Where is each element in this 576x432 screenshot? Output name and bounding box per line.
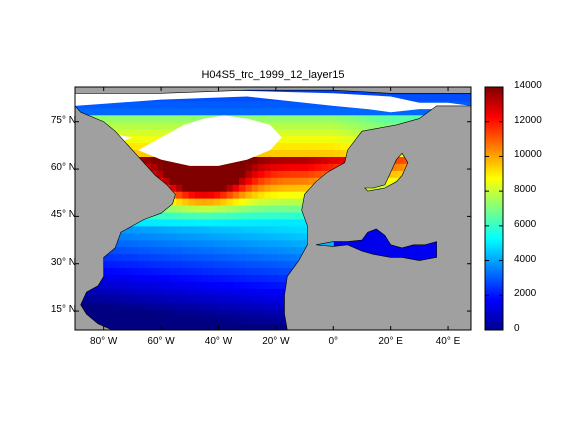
lat-tick-label: 15° N [50,304,76,316]
lon-tick-label: 20° E [378,336,403,347]
colorbar-tick-label: 6000 [514,218,537,230]
lat-tick-label: 45° N [50,209,76,221]
lon-tick-label: 20° W [262,336,290,347]
map-panel [75,87,471,330]
lat-tick-label: 75° N [50,114,76,126]
lon-tick-label: 40° W [204,336,233,347]
lon-tick-label: 60° W [147,336,175,347]
colorbar-tick-label: 0 [514,323,520,334]
lon-tick-label: 0° [328,336,339,347]
lon-tick-label: 80° W [90,336,118,347]
lat-tick-label: 30° N [50,256,76,268]
colorbar-tick-marks [485,86,503,331]
map-frame [74,86,472,331]
map-title: H04S5_trc_1999_12_layer15 [201,69,345,81]
lat-tick-label: 60° N [50,162,76,174]
colorbar-tick-label: 14000 [514,80,542,91]
lon-tick-label: 40° E [435,336,461,347]
colorbar-tick-label: 2000 [514,288,537,300]
colorbar-tick-label: 12000 [514,114,542,126]
map-tick-marks [75,87,471,330]
coastlines [75,89,471,330]
colorbar-tick-label: 10000 [514,149,542,161]
colorbar [484,86,504,331]
colorbar-tick-label: 4000 [514,253,537,265]
colorbar-tick-label: 8000 [514,184,537,196]
